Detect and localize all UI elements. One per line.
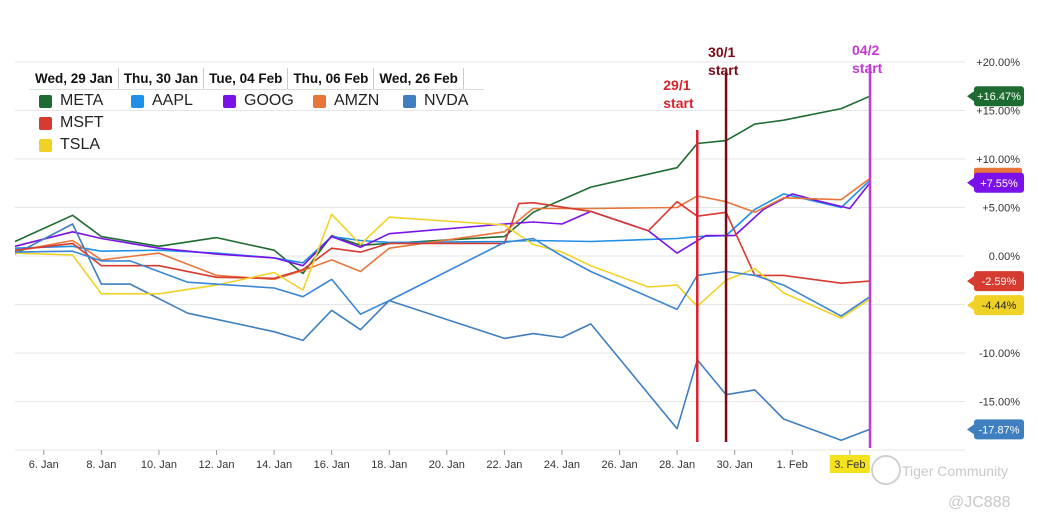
swatch [39, 94, 52, 108]
marker-label: 29/1 [663, 77, 690, 93]
legend-row: META AAPL GOOG AMZN NVDA [30, 90, 484, 112]
legend-row: MSFT [30, 112, 484, 134]
swatch [39, 138, 52, 152]
vertical-markers: 29/1 start 30/1 start 04/2 start [663, 42, 883, 448]
legend-tab[interactable]: Tue, 04 Feb [204, 68, 289, 89]
end-value-badge: -4.44% [982, 300, 1017, 312]
legend-tab[interactable]: Wed, 29 Jan [30, 68, 119, 89]
legend-item-msft[interactable]: MSFT [30, 112, 104, 134]
series-line-amzn [14, 177, 871, 281]
swatch [39, 116, 52, 130]
legend-label: META [60, 92, 104, 109]
x-tick-label: 26. Jan [601, 459, 637, 471]
badge-pointer [967, 276, 974, 287]
legend-label: AAPL [152, 92, 193, 109]
series-line-msft [14, 200, 871, 285]
series-line-goog [14, 182, 871, 267]
swatch [131, 94, 144, 108]
series-line-aapl-b [14, 237, 871, 317]
badge-box [974, 172, 1024, 193]
legend-item-tsla[interactable]: TSLA [30, 134, 100, 156]
x-tick-label: 6. Jan [29, 459, 59, 471]
legend-item-meta[interactable]: META [30, 90, 122, 112]
x-tick-label: 10. Jan [141, 459, 177, 471]
series-line-tsla [14, 213, 871, 319]
legend-item-amzn[interactable]: AMZN [304, 90, 394, 112]
x-tick-label: 22. Jan [486, 459, 522, 471]
badge-pointer [967, 177, 974, 188]
marker-label: 30/1 [708, 44, 735, 60]
end-badges: +16.47% +7.55% -2.59% -4.44% -17.87% [871, 86, 1024, 485]
legend-item-nvda[interactable]: NVDA [394, 90, 484, 112]
y-tick-label: +5.00% [982, 203, 1020, 215]
legend: Wed, 29 Jan Thu, 30 Jan Tue, 04 Feb Thu,… [30, 68, 484, 156]
badge-box [974, 419, 1024, 440]
legend-tab[interactable]: Thu, 30 Jan [119, 68, 205, 89]
watermark-handle: @JC888 [948, 494, 1011, 511]
end-value-badge: +7.55% [980, 178, 1018, 190]
legend-label: MSFT [60, 114, 104, 131]
badge-box [974, 295, 1024, 316]
marker-label: start [852, 60, 883, 76]
end-value-badge: +16.47% [977, 91, 1021, 103]
x-tick-label: 30. Jan [717, 459, 753, 471]
end-value-badge: -2.59% [982, 276, 1017, 288]
x-tick-label: 8. Jan [86, 459, 116, 471]
badge-pointer [967, 424, 974, 435]
series-line-aapl [14, 179, 871, 264]
y-tick-label: -15.00% [979, 397, 1020, 409]
x-tick-label: 24. Jan [544, 459, 580, 471]
marker-label: 04/2 [852, 42, 879, 58]
x-tick-label: 1. Feb [777, 459, 808, 471]
y-tick-label: -10.00% [979, 348, 1020, 360]
badge-pointer [967, 300, 974, 311]
x-tick-label: 14. Jan [256, 459, 292, 471]
x-tick-label: 20. Jan [429, 459, 465, 471]
x-tick-label: 3. Feb [834, 459, 865, 471]
legend-row: TSLA [30, 134, 484, 156]
end-value-badge: -17.87% [979, 424, 1020, 436]
tiger-logo-icon [871, 455, 901, 485]
legend-label: AMZN [334, 92, 380, 109]
marker-label: start [708, 62, 739, 78]
legend-date-tabs: Wed, 29 Jan Thu, 30 Jan Tue, 04 Feb Thu,… [30, 68, 484, 90]
badge-box [974, 86, 1024, 107]
y-tick-label: 0.00% [989, 251, 1020, 263]
y-tick-label: +20.00% [976, 57, 1020, 69]
x-tick-label: 16. Jan [314, 459, 350, 471]
y-tick-label: +10.00% [976, 154, 1020, 166]
y-tick-label: +15.00% [976, 106, 1020, 118]
swatch [313, 94, 326, 108]
swatch [223, 94, 236, 108]
marker-label: start [663, 95, 694, 111]
legend-item-goog[interactable]: GOOG [214, 90, 304, 112]
legend-tab[interactable]: Wed, 26 Feb [374, 68, 464, 89]
swatch [403, 94, 416, 108]
x-tick-label: 28. Jan [659, 459, 695, 471]
x-tick-label: 12. Jan [198, 459, 234, 471]
legend-item-aapl[interactable]: AAPL [122, 90, 214, 112]
x-axis: 6. Jan 8. Jan 10. Jan 12. Jan 14. Jan 16. Jan… [29, 450, 870, 473]
x-tick-label: 18. Jan [371, 459, 407, 471]
badge-box [974, 271, 1024, 292]
watermark-community: Tiger Community [902, 463, 1009, 479]
series-group [14, 95, 871, 442]
legend-label: TSLA [60, 136, 101, 153]
legend-label: GOOG [244, 92, 294, 109]
grid-lines [15, 61, 965, 451]
legend-label: NVDA [424, 92, 469, 109]
legend-tab[interactable]: Thu, 06 Feb [288, 68, 375, 89]
tick-highlight [829, 455, 870, 473]
badge-pointer [967, 91, 974, 102]
y-axis: +20.00%+15.00%+10.00%+5.00%0.00%-5.00%-1… [976, 57, 1020, 409]
